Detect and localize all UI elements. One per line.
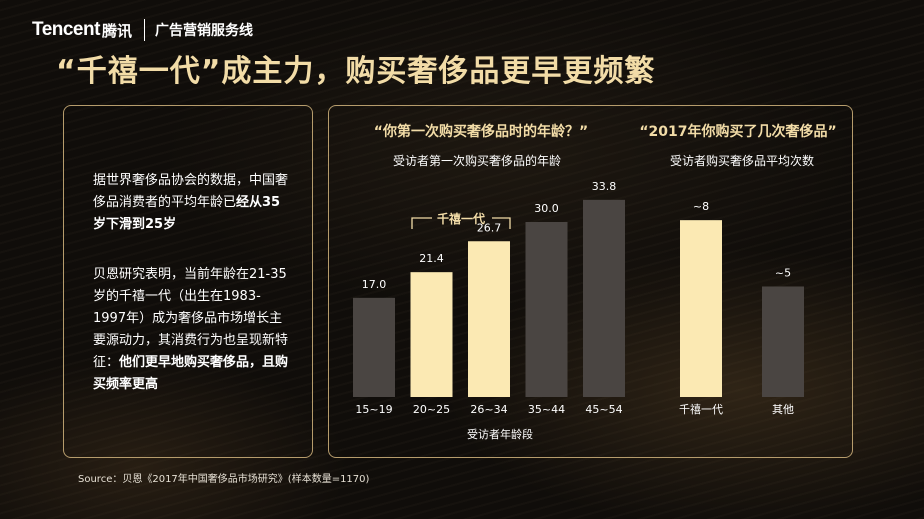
chart1-category-label-5: 45~54 — [585, 403, 622, 416]
chart1-subtitle: 受访者第一次购买奢侈品的年龄 — [393, 153, 561, 168]
chart1-category-label-1: 15~19 — [355, 403, 392, 416]
header-divider — [143, 19, 145, 41]
chart2-category-label-1: 千禧一代 — [679, 403, 723, 416]
paragraph-age-decline-text: 据世界奢侈品协会的数据，中国奢侈品消费者的平均年龄已 — [93, 173, 289, 210]
chart1-value-label-3: 26.7 — [477, 221, 502, 234]
left-text-panel — [63, 105, 313, 458]
chart2-title: “2017年你购买了几次奢侈品” — [639, 123, 836, 140]
paragraph-bain-research: 贝恩研究表明，当前年龄在21-35岁的千禧一代（出生在1983-1997年）成为… — [93, 264, 293, 396]
chart2-value-label-1: ~8 — [693, 200, 709, 213]
paragraph-bain-research-highlight: 他们更早地购买奢侈品，且购买频率更高 — [93, 355, 289, 392]
chart1-x-axis-label: 受访者年龄段 — [467, 427, 533, 441]
millennial-bracket-right — [492, 217, 511, 229]
tencent-logo-cn: 腾讯 — [101, 21, 132, 40]
chart1-bar-3 — [468, 241, 510, 397]
department-name: 广告营销服务线 — [154, 23, 253, 39]
right-chart-panel — [328, 105, 853, 458]
millennial-annotation-label: 千禧一代 — [437, 211, 485, 226]
chart1-value-label-2: 21.4 — [419, 252, 444, 265]
source-note: Source：贝恩《2017年中国奢侈品市场研究》(样本数量=1170) — [78, 474, 370, 485]
tencent-logo: Tencent — [32, 19, 100, 40]
chart2-value-label-2: ~5 — [775, 266, 791, 279]
chart2-category-label-2: 其他 — [772, 403, 794, 416]
chart1-category-label-3: 26~34 — [470, 403, 507, 416]
chart1-bar-2 — [410, 272, 453, 397]
chart1-bar-1 — [353, 297, 395, 397]
chart1-category-label-2: 20~25 — [413, 403, 450, 416]
chart1-bars: 17.0 15~19 21.4 20~25 26.7 26~34 30.0 35~44 33.8… — [353, 180, 625, 416]
chart1-bar-4 — [525, 222, 568, 397]
page-title: “千禧一代”成主力，购买奢侈品更早更频繁 — [56, 54, 656, 89]
chart2-bar-2 — [762, 286, 804, 397]
chart1-value-label-1: 17.0 — [362, 278, 387, 291]
chart1-bar-5 — [583, 199, 625, 397]
chart1-value-label-4: 30.0 — [534, 202, 559, 215]
chart2-subtitle: 受访者购买奢侈品平均次数 — [670, 153, 814, 168]
chart1-category-label-4: 35~44 — [528, 403, 565, 416]
millennial-bracket: 千禧一代 — [411, 211, 511, 229]
millennial-bracket-left — [411, 217, 432, 229]
chart1-title: “你第一次购买奢侈品时的年龄？” — [374, 123, 588, 140]
chart1-value-label-5: 33.8 — [592, 180, 617, 193]
chart2-bar-1 — [680, 220, 722, 397]
chart2-bars: ~8 千禧一代 ~5 其他 — [679, 200, 804, 416]
paragraph-age-decline: 据世界奢侈品协会的数据，中国奢侈品消费者的平均年龄已经从35岁下滑到25岁 — [93, 170, 293, 236]
header: Tencent 腾讯 广告营销服务线 — [32, 18, 253, 42]
paragraph-bain-research-text: 贝恩研究表明，当前年龄在21-35岁的千禧一代（出生在1983-1997年）成为… — [93, 267, 289, 370]
paragraph-age-decline-highlight: 经从35岁下滑到25岁 — [93, 195, 281, 232]
